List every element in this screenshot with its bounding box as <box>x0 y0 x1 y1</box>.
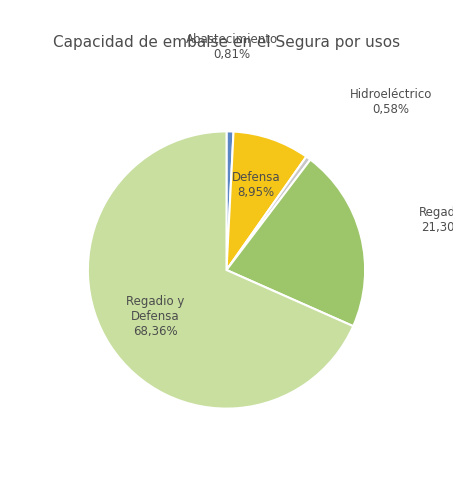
Text: Hidroeléctrico
0,58%: Hidroeléctrico 0,58% <box>350 88 432 116</box>
Text: Defensa
8,95%: Defensa 8,95% <box>231 171 280 199</box>
Wedge shape <box>226 132 234 270</box>
Wedge shape <box>226 160 365 326</box>
Wedge shape <box>226 156 310 270</box>
Wedge shape <box>226 132 306 270</box>
Text: Abastecimiento
0,81%: Abastecimiento 0,81% <box>186 34 278 62</box>
Text: Regadio y
Defensa
68,36%: Regadio y Defensa 68,36% <box>126 294 185 338</box>
Wedge shape <box>88 132 353 408</box>
Title: Capacidad de embalse en el Segura por usos: Capacidad de embalse en el Segura por us… <box>53 34 400 50</box>
Text: Regadio
21,30%: Regadio 21,30% <box>419 206 453 234</box>
